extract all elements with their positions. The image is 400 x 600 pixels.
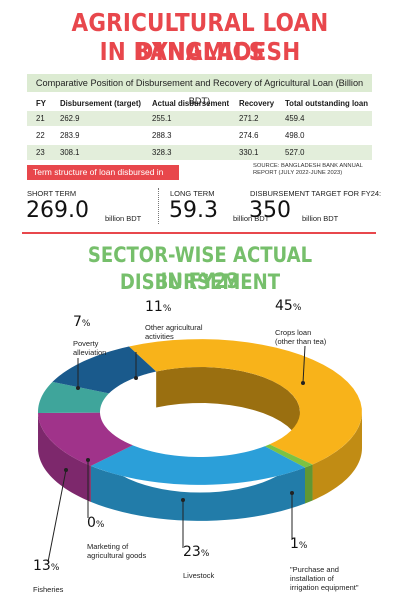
table-cell: 308.1 bbox=[60, 148, 80, 157]
short-term-label: SHORT TERM bbox=[27, 189, 77, 198]
leader-dot bbox=[76, 386, 80, 390]
table-cell: 255.1 bbox=[152, 114, 172, 123]
slice-percent: 1% bbox=[290, 536, 308, 552]
table-cell: 262.9 bbox=[60, 114, 80, 123]
table-row: 23 308.1 328.3 330.1 527.0 bbox=[27, 145, 372, 160]
slice-label: Marketing of bbox=[87, 542, 129, 551]
slice-percent: 23% bbox=[183, 544, 210, 560]
source-note: SOURCE: BANGLADESH BANK ANNUAL REPORT (J… bbox=[253, 163, 363, 176]
col-actual: Actual disbursement bbox=[152, 99, 230, 108]
leader-dot bbox=[290, 491, 294, 495]
sector-title-line2: IN FY23 bbox=[160, 269, 240, 293]
leader-dot bbox=[134, 376, 138, 380]
donut-side-wall bbox=[38, 413, 91, 502]
table-cell: 527.0 bbox=[285, 148, 305, 157]
donut-side-wall bbox=[90, 465, 305, 521]
loan-table: FY Disbursement (target) Actual disburse… bbox=[27, 96, 372, 162]
slice-label: Livestock bbox=[183, 571, 215, 580]
slice-label: (other than tea) bbox=[275, 337, 327, 346]
leader-line bbox=[47, 469, 67, 563]
slice-label: irrigation equipment" bbox=[290, 583, 359, 592]
table-cell: 23 bbox=[36, 148, 45, 157]
leader-dot bbox=[301, 381, 305, 385]
donut-side-wall bbox=[304, 464, 313, 504]
table-title: Comparative Position of Disbursement and… bbox=[27, 74, 372, 106]
donut-slice-5 bbox=[38, 381, 109, 414]
donut-slice-4 bbox=[38, 412, 133, 466]
table-cell: 288.3 bbox=[152, 131, 172, 140]
slice-label: Other agricultural bbox=[145, 323, 203, 332]
col-fy: FY bbox=[36, 99, 46, 108]
col-target: Disbursement (target) bbox=[60, 99, 142, 108]
long-term-label: LONG TERM bbox=[170, 189, 215, 198]
leader-line bbox=[302, 345, 306, 384]
target-label: DISBURSEMENT TARGET FOR FY24: bbox=[250, 189, 382, 198]
donut-side-wall bbox=[312, 412, 362, 501]
slice-label: "Purchase and bbox=[290, 565, 339, 574]
slice-percent: 11% bbox=[145, 299, 172, 315]
slice-label: activities bbox=[145, 332, 174, 341]
leader-dot bbox=[181, 498, 185, 502]
slice-label: Crops loan bbox=[275, 328, 311, 337]
section-divider bbox=[22, 232, 376, 234]
slice-label: alleviation bbox=[73, 348, 106, 357]
main-title-line1: AGRICULTURAL LOAN DYNAMICS bbox=[71, 8, 329, 66]
donut-inner-wall bbox=[156, 367, 300, 448]
short-term-value: 269.0 bbox=[26, 198, 89, 223]
col-recovery: Recovery bbox=[239, 99, 275, 108]
table-cell: 330.1 bbox=[239, 148, 259, 157]
donut-slice-2 bbox=[90, 445, 305, 485]
sector-title-line1: SECTOR-WISE ACTUAL DISBURSEMENT bbox=[87, 243, 313, 294]
slice-percent: 0% bbox=[87, 515, 105, 531]
slice-label: Fisheries bbox=[33, 585, 64, 594]
short-term-unit: billion BDT bbox=[105, 214, 142, 223]
target-value: 350 bbox=[249, 198, 291, 223]
slice-percent: 45% bbox=[275, 298, 302, 314]
table-cell: 22 bbox=[36, 131, 45, 140]
divider-dotted bbox=[158, 188, 159, 224]
leader-dot bbox=[86, 458, 90, 462]
slice-percent: 13% bbox=[33, 558, 60, 574]
target-unit: billion BDT bbox=[302, 214, 339, 223]
main-title-line2: IN BANGLADESH bbox=[99, 37, 301, 66]
table-row: 22 283.9 288.3 274.6 498.0 bbox=[27, 128, 372, 143]
long-term-unit: billion BDT bbox=[233, 214, 270, 223]
table-cell: 271.2 bbox=[239, 114, 259, 123]
leader-dot bbox=[64, 468, 68, 472]
table-cell: 498.0 bbox=[285, 131, 305, 140]
table-header: FY Disbursement (target) Actual disburse… bbox=[27, 96, 372, 111]
term-heading: Term structure of loan disbursed in FY23 bbox=[27, 165, 179, 192]
slice-label: Poverty bbox=[73, 339, 99, 348]
table-cell: 21 bbox=[36, 114, 45, 123]
long-term-value: 59.3 bbox=[169, 198, 218, 223]
slice-label: installation of bbox=[290, 574, 335, 583]
slice-percent: 7% bbox=[73, 314, 91, 330]
slice-label: agricultural goods bbox=[87, 551, 146, 560]
table-cell: 274.6 bbox=[239, 131, 259, 140]
table-row: 21 262.9 255.1 271.2 459.4 bbox=[27, 111, 372, 126]
col-outstanding: Total outstanding loan bbox=[285, 99, 369, 108]
table-cell: 328.3 bbox=[152, 148, 172, 157]
table-cell: 459.4 bbox=[285, 114, 305, 123]
donut-slice-1 bbox=[264, 444, 313, 468]
table-cell: 283.9 bbox=[60, 131, 80, 140]
